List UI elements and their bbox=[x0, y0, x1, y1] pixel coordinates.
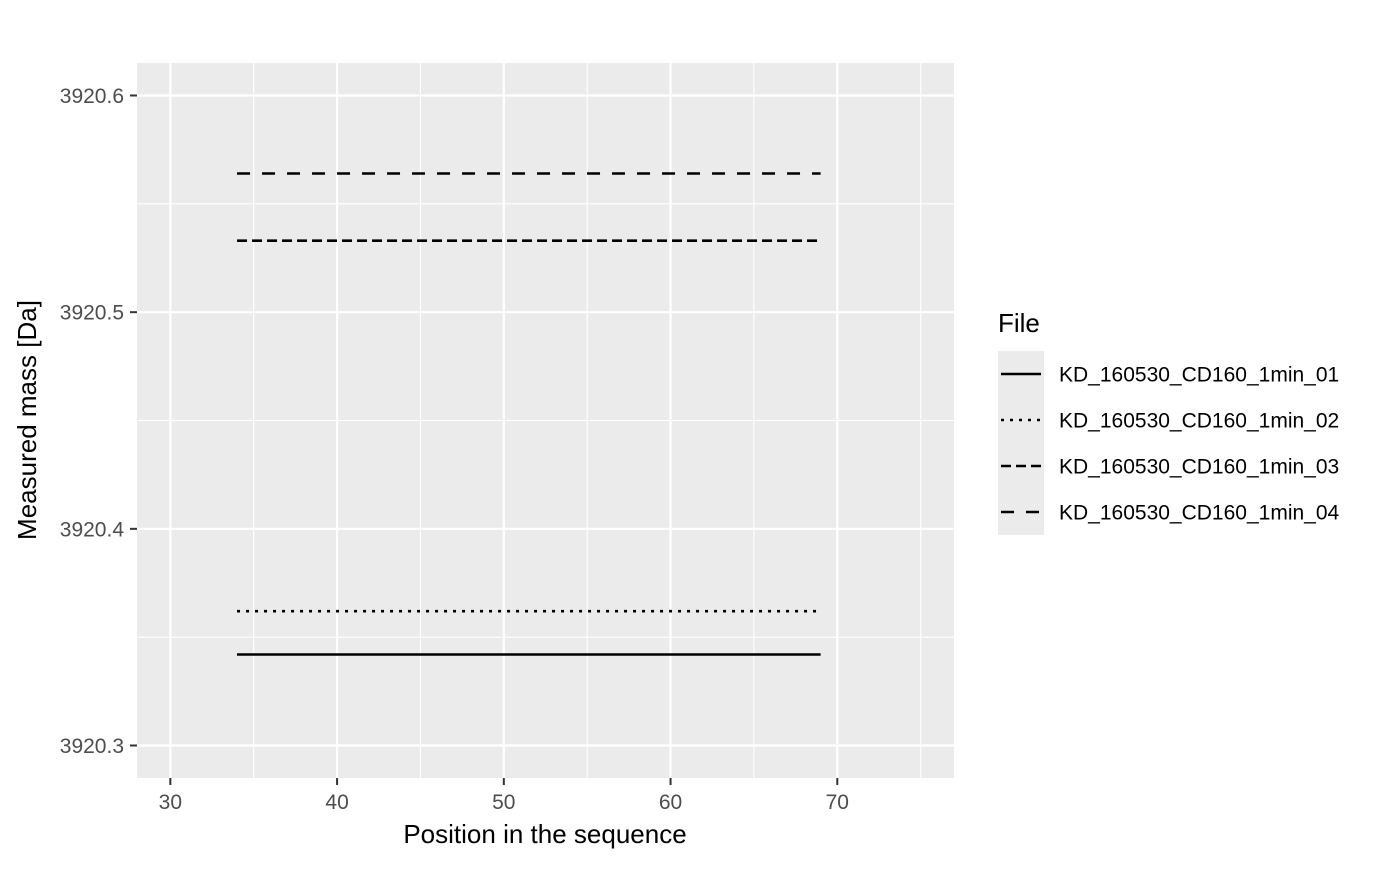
legend-label: KD_160530_CD160_1min_02 bbox=[1059, 410, 1339, 433]
legend-title: File bbox=[998, 308, 1040, 338]
x-axis: 30 40 50 60 70 bbox=[159, 778, 849, 814]
legend: File KD_160530_CD160_1min_01 KD_160530_CD… bbox=[998, 308, 1340, 535]
legend-label: KD_160530_CD160_1min_03 bbox=[1059, 456, 1339, 479]
legend-label: KD_160530_CD160_1min_04 bbox=[1059, 502, 1340, 525]
x-tick-label: 40 bbox=[325, 791, 348, 814]
x-tick-label: 70 bbox=[826, 791, 849, 814]
series-lines bbox=[237, 172, 821, 656]
y-tick-label: 3920.3 bbox=[60, 735, 124, 758]
y-tick-label: 3920.6 bbox=[60, 85, 124, 108]
legend-key-background bbox=[998, 351, 1044, 535]
y-axis: 3920.3 3920.4 3920.5 3920.6 bbox=[60, 85, 137, 758]
y-axis-title: Measured mass [Da] bbox=[12, 300, 42, 540]
legend-label: KD_160530_CD160_1min_01 bbox=[1059, 364, 1339, 387]
x-tick-label: 50 bbox=[492, 791, 515, 814]
x-tick-label: 30 bbox=[159, 791, 182, 814]
y-tick-label: 3920.5 bbox=[60, 302, 124, 325]
y-tick-label: 3920.4 bbox=[60, 518, 125, 541]
major-gridlines bbox=[137, 63, 954, 778]
x-axis-title: Position in the sequence bbox=[403, 819, 686, 849]
x-tick-label: 60 bbox=[659, 791, 682, 814]
minor-gridlines bbox=[137, 63, 954, 778]
